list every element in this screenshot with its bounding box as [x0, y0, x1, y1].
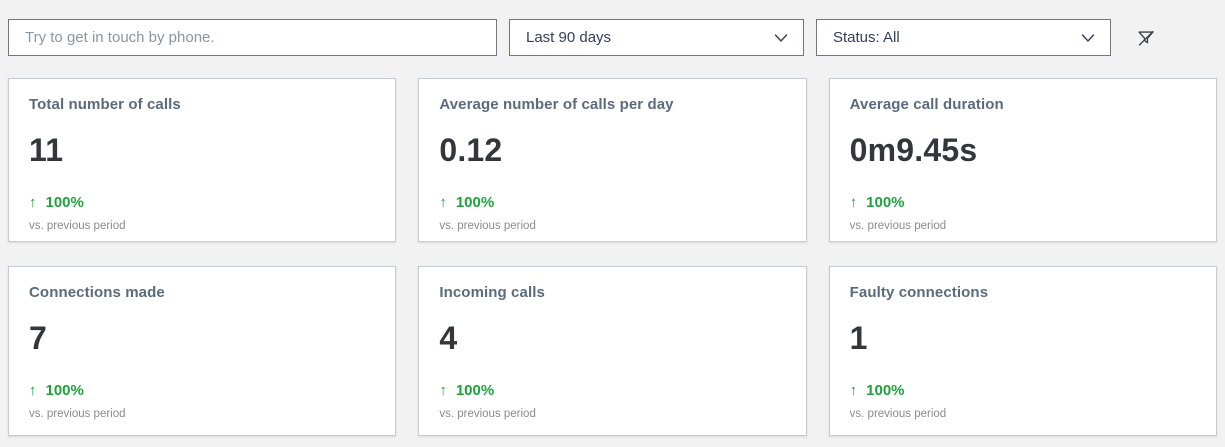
stat-card-connections-made: Connections made 7 ↑ 100% vs. previous p…: [8, 266, 397, 436]
date-range-select[interactable]: Last 90 days: [509, 19, 804, 56]
card-title: Total number of calls: [29, 96, 181, 113]
stat-card-avg-calls-per-day: Average number of calls per day 0.12 ↑ 1…: [418, 78, 807, 242]
change-percent: 100%: [455, 382, 495, 399]
status-value: Status: All: [833, 29, 900, 46]
change-percent: 100%: [45, 382, 84, 399]
card-value: 0m9.45s: [849, 132, 978, 168]
up-arrow-icon: ↑: [439, 382, 447, 399]
stat-card-incoming-calls: Incoming calls 4 ↑ 100% vs. previous per…: [418, 266, 807, 436]
filter-toolbar: Last 90 days Status: All: [0, 0, 1225, 56]
stats-grid: Total number of calls 11 ↑ 100% vs. prev…: [0, 56, 1225, 436]
card-change: ↑ 100%: [850, 194, 1196, 211]
change-percent: 100%: [866, 382, 905, 399]
card-title: Connections made: [29, 284, 165, 301]
search-input[interactable]: [8, 19, 497, 56]
card-value: 7: [29, 320, 47, 356]
chevron-down-icon: [1081, 33, 1095, 42]
stat-card-total-calls: Total number of calls 11 ↑ 100% vs. prev…: [8, 78, 397, 242]
card-value: 11: [29, 132, 64, 168]
clear-filters-button[interactable]: [1126, 19, 1166, 56]
comparison-label: vs. previous period: [439, 408, 536, 420]
comparison-label: vs. previous period: [29, 408, 126, 420]
comparison-label: vs. previous period: [439, 220, 536, 232]
card-change: ↑ 100%: [850, 382, 1196, 399]
card-change: ↑ 100%: [29, 194, 375, 211]
change-percent: 100%: [455, 194, 495, 211]
card-title: Average number of calls per day: [439, 96, 674, 113]
up-arrow-icon: ↑: [439, 194, 447, 211]
card-change: ↑ 100%: [439, 382, 785, 399]
card-change: ↑ 100%: [439, 194, 785, 211]
stat-card-avg-call-duration: Average call duration 0m9.45s ↑ 100% vs.…: [828, 78, 1217, 242]
up-arrow-icon: ↑: [29, 194, 37, 211]
date-range-value: Last 90 days: [526, 29, 612, 46]
comparison-label: vs. previous period: [29, 220, 126, 232]
comparison-label: vs. previous period: [849, 220, 947, 232]
card-value: 4: [439, 320, 458, 356]
card-value: 1: [849, 320, 868, 356]
chevron-down-icon: [774, 33, 788, 42]
change-percent: 100%: [866, 194, 905, 211]
card-title: Average call duration: [849, 96, 1004, 113]
filter-off-icon: [1138, 30, 1154, 46]
card-value: 0.12: [439, 132, 503, 168]
change-percent: 100%: [45, 194, 84, 211]
card-title: Faulty connections: [849, 284, 989, 301]
up-arrow-icon: ↑: [849, 382, 858, 399]
comparison-label: vs. previous period: [849, 408, 947, 420]
stat-card-faulty-connections: Faulty connections 1 ↑ 100% vs. previous…: [828, 266, 1217, 436]
up-arrow-icon: ↑: [849, 194, 858, 211]
status-select[interactable]: Status: All: [816, 19, 1111, 56]
card-change: ↑ 100%: [29, 382, 375, 399]
up-arrow-icon: ↑: [29, 382, 37, 399]
card-title: Incoming calls: [439, 284, 545, 301]
